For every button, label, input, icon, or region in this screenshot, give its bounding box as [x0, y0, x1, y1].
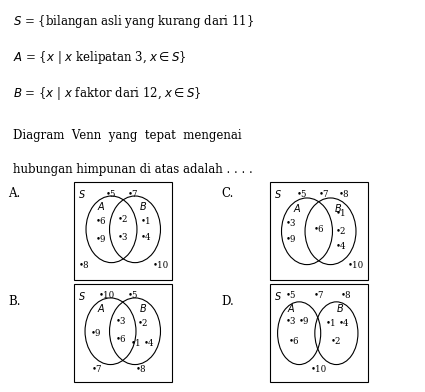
Text: $B$: $B$	[139, 302, 147, 314]
Text: •7: •7	[91, 365, 102, 374]
Text: $A$ = {$x$ | $x$ kelipatan 3, $x \in S$}: $A$ = {$x$ | $x$ kelipatan 3, $x \in S$}	[13, 49, 187, 66]
Text: •8: •8	[339, 190, 349, 198]
Text: •5: •5	[128, 292, 138, 300]
Text: •5: •5	[105, 190, 116, 198]
Text: $B$: $B$	[336, 302, 344, 314]
Text: •10: •10	[311, 365, 327, 374]
Text: •9: •9	[286, 235, 297, 243]
Text: Diagram  Venn  yang  tepat  mengenai: Diagram Venn yang tepat mengenai	[13, 129, 241, 142]
Text: hubungan himpunan di atas adalah . . . .: hubungan himpunan di atas adalah . . . .	[13, 163, 252, 176]
Text: $B$ = {$x$ | $x$ faktor dari 12, $x \in S$}: $B$ = {$x$ | $x$ faktor dari 12, $x \in …	[13, 85, 201, 102]
Text: •4: •4	[141, 233, 151, 241]
Text: $A$: $A$	[293, 202, 301, 214]
Text: $S$: $S$	[78, 188, 86, 200]
Text: B.: B.	[8, 295, 21, 308]
Text: $S$: $S$	[274, 290, 281, 302]
Text: $S$: $S$	[78, 290, 86, 302]
Text: •10: •10	[348, 261, 364, 270]
Text: $A$: $A$	[97, 200, 106, 212]
Text: D.: D.	[221, 295, 234, 308]
Text: •9: •9	[299, 317, 309, 326]
Text: •3: •3	[116, 317, 127, 326]
Text: •1: •1	[326, 319, 337, 328]
Text: •1: •1	[130, 339, 141, 347]
Text: •7: •7	[318, 190, 329, 198]
Text: •9: •9	[91, 329, 101, 338]
Text: $S$: $S$	[274, 188, 281, 200]
Text: •3: •3	[286, 317, 297, 326]
Text: $B$: $B$	[139, 200, 147, 212]
Text: •3: •3	[118, 233, 128, 241]
Text: •2: •2	[331, 337, 342, 345]
Text: $S$ = {bilangan asli yang kurang dari 11}: $S$ = {bilangan asli yang kurang dari 11…	[13, 13, 254, 30]
Text: •4: •4	[336, 243, 346, 251]
Text: •6: •6	[314, 225, 324, 234]
Text: •10: •10	[99, 292, 115, 300]
Text: •6: •6	[289, 337, 300, 345]
Text: •9: •9	[96, 235, 106, 243]
Text: •2: •2	[118, 215, 128, 224]
Text: $A$: $A$	[287, 302, 295, 314]
Text: •1: •1	[336, 209, 347, 218]
Text: •6: •6	[116, 335, 127, 343]
Text: •2: •2	[138, 319, 148, 328]
Text: •8: •8	[341, 292, 351, 300]
Text: •1: •1	[141, 217, 151, 226]
Text: A.: A.	[8, 187, 21, 200]
Text: •6: •6	[96, 217, 106, 226]
Text: C.: C.	[221, 187, 233, 200]
Text: •5: •5	[286, 292, 297, 300]
Text: •4: •4	[144, 339, 154, 347]
Text: •2: •2	[336, 227, 346, 236]
Text: •8: •8	[136, 365, 146, 374]
Text: •7: •7	[128, 190, 138, 198]
Text: •3: •3	[286, 219, 297, 228]
Text: •8: •8	[79, 261, 89, 270]
Text: $A$: $A$	[97, 302, 106, 314]
Text: •7: •7	[314, 292, 324, 300]
Text: •10: •10	[153, 261, 169, 270]
Text: •4: •4	[339, 319, 349, 328]
Text: •5: •5	[297, 190, 307, 198]
Text: $B$: $B$	[334, 202, 343, 214]
